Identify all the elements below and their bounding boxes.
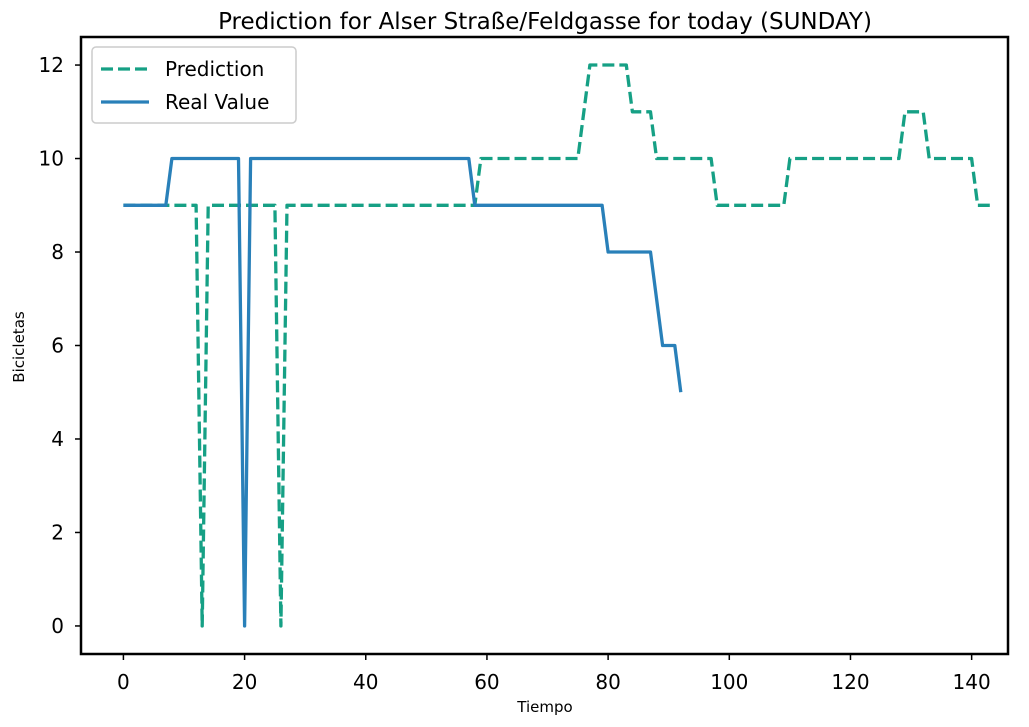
plot-lines <box>123 63 990 628</box>
x-tick-label: 100 <box>710 670 748 694</box>
x-tick-label: 140 <box>953 670 991 694</box>
legend-box <box>91 46 297 124</box>
y-tick-label: 0 <box>51 614 64 638</box>
x-tick-label: 60 <box>474 670 499 694</box>
x-tick-label: 40 <box>353 670 378 694</box>
series-line-1 <box>123 63 990 628</box>
legend-label-1: Prediction <box>165 57 264 81</box>
y-axis-label: Bicicletas <box>10 311 28 383</box>
y-tick-label: 6 <box>51 334 64 358</box>
plot-frame <box>79 35 1010 656</box>
y-tick-label: 12 <box>39 53 64 77</box>
y-tick-label: 8 <box>51 240 64 264</box>
x-tick-label: 120 <box>831 670 869 694</box>
series-line-2 <box>123 156 683 628</box>
axis-ticks: 0 20 40 60 80 100 120 140 0 2 4 6 8 10 12 <box>39 53 991 694</box>
x-tick-label: 0 <box>117 670 130 694</box>
x-tick-label: 20 <box>232 670 257 694</box>
chart-title: Prediction for Alser Straße/Feldgasse fo… <box>218 9 872 35</box>
x-axis-label: Tiempo <box>516 698 572 716</box>
y-tick-label: 2 <box>51 520 64 544</box>
y-tick-label: 4 <box>51 427 64 451</box>
legend: Prediction Real Value <box>91 46 297 124</box>
legend-label-2: Real Value <box>165 90 269 114</box>
y-tick-label: 10 <box>39 147 64 171</box>
x-tick-label: 80 <box>595 670 620 694</box>
